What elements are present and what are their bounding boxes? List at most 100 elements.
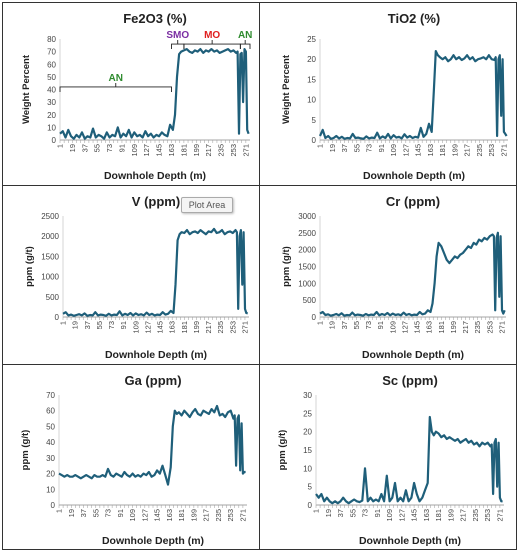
x-tick-label: 253: [483, 509, 492, 522]
x-tick-label: 55: [93, 144, 102, 152]
x-tick-label: 109: [389, 144, 398, 157]
panel-divider-horizontal-2: [2, 364, 517, 365]
y-axis-label: Weight Percent: [21, 54, 32, 124]
y-tick-label: 0: [312, 313, 317, 322]
x-tick-label: 91: [373, 509, 382, 517]
zone-label: AN: [109, 73, 123, 84]
x-tick-label: 217: [204, 144, 213, 157]
x-tick-label: 199: [446, 509, 455, 522]
y-tick-label: 10: [303, 464, 312, 473]
x-tick-label: 253: [487, 144, 496, 157]
x-tick-label: 109: [128, 509, 137, 522]
y-axis-label: ppm (g/t): [277, 430, 288, 471]
x-tick-label: 235: [216, 321, 225, 334]
x-tick-label: 1: [316, 144, 325, 148]
x-tick-label: 271: [240, 321, 249, 334]
x-tick-label: 73: [365, 144, 374, 152]
x-tick-label: 235: [214, 509, 223, 522]
x-tick-label: 271: [495, 509, 504, 522]
y-tick-label: 15: [303, 446, 312, 455]
x-tick-label: 181: [437, 321, 446, 334]
y-tick-label: 10: [46, 485, 55, 494]
x-tick-label: 73: [104, 509, 113, 517]
x-tick-label: 181: [438, 144, 447, 157]
x-tick-label: 109: [385, 509, 394, 522]
x-tick-label: 145: [414, 144, 423, 157]
x-tick-label: 217: [202, 509, 211, 522]
y-tick-label: 20: [303, 428, 312, 437]
y-tick-label: 60: [46, 407, 55, 416]
y-tick-label: 25: [303, 409, 312, 418]
x-tick-label: 253: [485, 321, 494, 334]
x-tick-label: 127: [400, 321, 409, 334]
x-tick-label: 145: [153, 509, 162, 522]
chart-panel: TiO2 (%) Weight Percent 0 5 10 15 20 25 1 19 37 55 7…: [260, 3, 516, 185]
y-tick-label: 10: [307, 96, 316, 105]
y-tick-label: 25: [307, 35, 316, 44]
chart-title: Ga (ppm): [124, 373, 181, 388]
x-tick-label: 73: [361, 509, 370, 517]
y-tick-label: 1000: [298, 279, 316, 288]
series-line: [58, 404, 246, 486]
chart-svg: V (ppm) ppm (g/t) 0 500 1000 1500 2000 2500 1 19 3…: [24, 194, 249, 361]
y-tick-label: 10: [47, 123, 56, 132]
zone-bracket: [59, 82, 172, 92]
y-tick-label: 0: [312, 136, 317, 145]
x-axis-label: Downhole Depth (m): [363, 170, 465, 182]
y-tick-label: 70: [47, 48, 56, 57]
x-tick-label: 1: [312, 509, 321, 513]
x-tick-label: 19: [68, 144, 77, 152]
y-tick-label: 3000: [298, 212, 316, 221]
zone-bracket: [171, 40, 185, 50]
x-tick-label: 217: [204, 321, 213, 334]
x-tick-label: 217: [459, 509, 468, 522]
x-tick-label: 271: [241, 144, 250, 157]
x-tick-label: 199: [192, 144, 201, 157]
x-axis-label: Downhole Depth (m): [104, 170, 206, 182]
x-tick-label: 163: [167, 144, 176, 157]
x-tick-label: 127: [401, 144, 410, 157]
x-tick-label: 91: [117, 144, 126, 152]
x-tick-label: 1: [56, 144, 65, 148]
chart-title: V (ppm): [132, 194, 180, 209]
y-tick-label: 2500: [41, 212, 59, 221]
x-tick-label: 199: [189, 509, 198, 522]
x-tick-label: 163: [168, 321, 177, 334]
chart-panel: Fe2O3 (%) Weight Percent 0 10 20 30 40 50 60 70 80…: [3, 3, 259, 185]
x-tick-label: 271: [238, 509, 247, 522]
y-tick-label: 30: [46, 454, 55, 463]
x-axis-label: Downhole Depth (m): [362, 349, 464, 361]
x-axis-label: Downhole Depth (m): [102, 535, 204, 547]
x-tick-label: 55: [91, 509, 100, 517]
y-tick-label: 20: [307, 55, 316, 64]
x-tick-label: 37: [80, 144, 89, 152]
y-tick-label: 1500: [41, 252, 59, 261]
x-tick-label: 37: [79, 509, 88, 517]
x-tick-label: 145: [156, 321, 165, 334]
x-tick-label: 235: [217, 144, 226, 157]
x-tick-label: 55: [348, 509, 357, 517]
x-tick-label: 127: [397, 509, 406, 522]
y-tick-label: 0: [55, 313, 60, 322]
x-tick-label: 19: [328, 321, 337, 329]
x-tick-label: 19: [328, 144, 337, 152]
panel-divider-horizontal-1: [2, 185, 517, 186]
chart-title: Sc (ppm): [382, 373, 438, 388]
series-line: [62, 227, 249, 317]
x-tick-label: 37: [340, 321, 349, 329]
x-axis-label: Downhole Depth (m): [105, 349, 207, 361]
zone-label: SMO: [166, 30, 189, 41]
series-line: [59, 47, 250, 140]
x-tick-label: 91: [376, 321, 385, 329]
x-tick-label: 19: [324, 509, 333, 517]
x-tick-label: 253: [226, 509, 235, 522]
y-tick-label: 30: [47, 98, 56, 107]
x-tick-label: 55: [95, 321, 104, 329]
x-tick-label: 271: [499, 144, 508, 157]
chart-panel: Ga (ppm) ppm (g/t) 0 10 20 30 40 50 60 70 1 19 37 55 7…: [3, 365, 259, 550]
x-tick-label: 73: [364, 321, 373, 329]
x-tick-label: 235: [471, 509, 480, 522]
x-tick-label: 235: [473, 321, 482, 334]
series-line: [319, 231, 506, 317]
chart-svg: Sc (ppm) ppm (g/t) 0 5 10 15 20 25 30 1 19 37 55 73 91…: [277, 373, 504, 547]
